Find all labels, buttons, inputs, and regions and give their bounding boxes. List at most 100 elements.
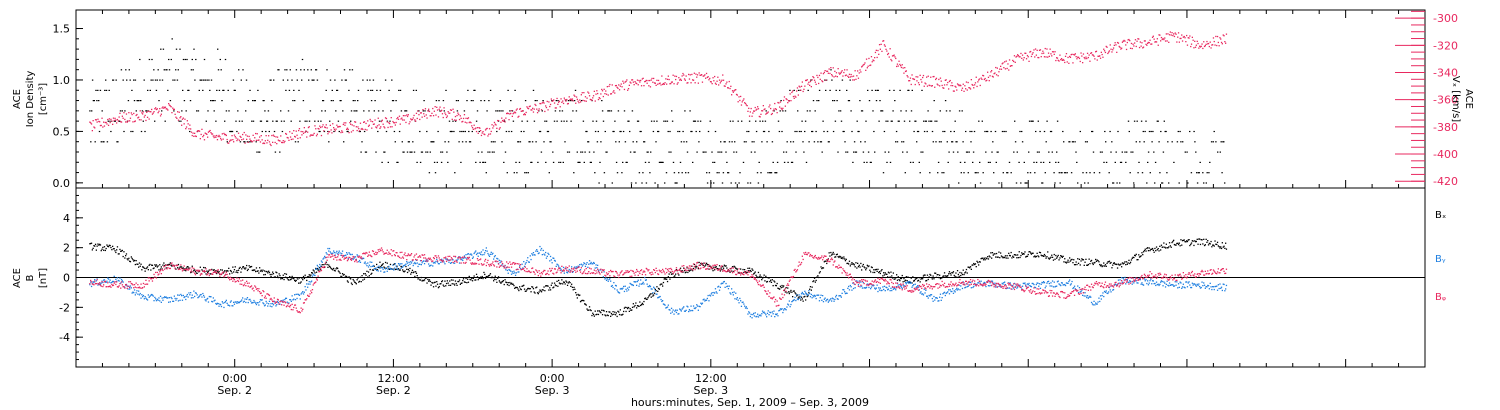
density-point <box>842 130 844 133</box>
density-point <box>1163 120 1165 122</box>
density-point <box>231 130 233 133</box>
density-point <box>1147 151 1150 153</box>
velocity-point <box>444 112 446 114</box>
b-component-0-point <box>106 244 108 246</box>
density-point <box>490 141 493 143</box>
velocity-point <box>698 72 700 74</box>
b-component-1-point <box>397 263 400 265</box>
b-component-0-point <box>310 274 312 276</box>
density-point <box>213 110 215 112</box>
b-component-0-point <box>852 263 854 265</box>
velocity-point <box>1136 40 1138 42</box>
b-component-0-point <box>274 276 276 278</box>
b-component-1-point <box>282 299 284 301</box>
velocity-point <box>599 97 601 100</box>
density-point <box>1166 172 1168 174</box>
velocity-point <box>376 125 379 127</box>
velocity-point <box>605 90 607 92</box>
b-component-0-point <box>958 275 960 277</box>
velocity-point <box>482 131 484 133</box>
density-point <box>706 182 709 184</box>
b-component-1-point <box>559 267 561 269</box>
b-component-1-point <box>390 268 392 270</box>
b-component-1-point <box>363 262 366 264</box>
density-point <box>619 130 621 133</box>
density-point <box>343 69 346 71</box>
b-component-0-point <box>551 282 553 284</box>
density-point <box>552 151 554 153</box>
b-component-1-point <box>620 287 622 290</box>
b-component-1-point <box>378 265 380 267</box>
velocity-point <box>440 110 442 112</box>
velocity-point <box>437 116 440 118</box>
b-component-1-point <box>428 265 431 267</box>
velocity-point <box>252 134 254 136</box>
velocity-point <box>1063 59 1065 61</box>
b-component-0-point <box>191 265 193 267</box>
density-point <box>987 161 990 163</box>
velocity-point <box>268 141 271 143</box>
b-component-1-point <box>311 275 314 277</box>
velocity-point <box>593 90 595 92</box>
b-component-0-point <box>436 281 438 283</box>
b-component-1-point <box>353 257 355 259</box>
velocity-point <box>1011 65 1013 67</box>
b-component-0-point <box>307 276 310 278</box>
b-component-1-point <box>104 281 106 283</box>
b-component-1-point <box>611 284 613 287</box>
b-component-0-point <box>402 269 404 271</box>
b-component-0-point <box>684 272 686 274</box>
y-tick-label-right: -420 <box>1433 175 1458 188</box>
velocity-point <box>1030 50 1032 53</box>
density-point <box>745 141 747 143</box>
velocity-point <box>145 119 147 122</box>
b-component-0-point <box>1151 248 1153 250</box>
density-point <box>959 161 962 163</box>
b-component-0-point <box>757 271 760 274</box>
b-component-1-point <box>305 289 307 291</box>
b-component-0-point <box>736 268 738 270</box>
b-component-0-point <box>708 268 710 270</box>
velocity-point <box>1145 43 1147 45</box>
density-point <box>706 172 708 174</box>
density-point <box>869 161 872 163</box>
b-component-0-point <box>1173 243 1176 246</box>
velocity-point <box>844 69 846 71</box>
velocity-point <box>376 127 378 129</box>
density-point <box>629 130 631 133</box>
density-point <box>967 172 969 174</box>
b-component-0-point <box>367 276 369 278</box>
velocity-point <box>325 124 327 126</box>
b-component-0-point <box>418 277 420 279</box>
velocity-point <box>1032 52 1034 54</box>
velocity-point <box>246 138 248 140</box>
b-component-1-point <box>580 263 582 265</box>
velocity-point <box>1191 36 1193 38</box>
velocity-point <box>607 94 609 96</box>
b-component-0-point <box>372 269 375 271</box>
density-point <box>816 100 818 102</box>
velocity-point <box>781 109 783 111</box>
b-component-1-point <box>129 285 132 287</box>
b-component-0-point <box>349 277 351 279</box>
b-component-1-point <box>236 302 238 304</box>
density-point <box>901 141 903 143</box>
b-component-0-point <box>287 278 289 281</box>
b-component-0-point <box>979 261 981 263</box>
b-component-1-point <box>343 255 345 257</box>
b-component-0-point <box>770 281 773 283</box>
velocity-point <box>512 113 514 115</box>
density-point <box>547 130 550 133</box>
b-component-0-point <box>1147 247 1149 249</box>
velocity-point <box>273 135 275 137</box>
b-component-0-point <box>307 276 309 278</box>
velocity-point <box>752 112 754 114</box>
b-component-0-point <box>1078 258 1081 260</box>
b-component-0-point <box>565 280 567 282</box>
velocity-point <box>406 114 408 116</box>
density-point <box>875 100 878 102</box>
b-component-0-point <box>1113 262 1115 264</box>
b-component-1-point <box>162 299 164 301</box>
b-component-0-point <box>1024 251 1026 253</box>
density-point <box>333 130 335 133</box>
